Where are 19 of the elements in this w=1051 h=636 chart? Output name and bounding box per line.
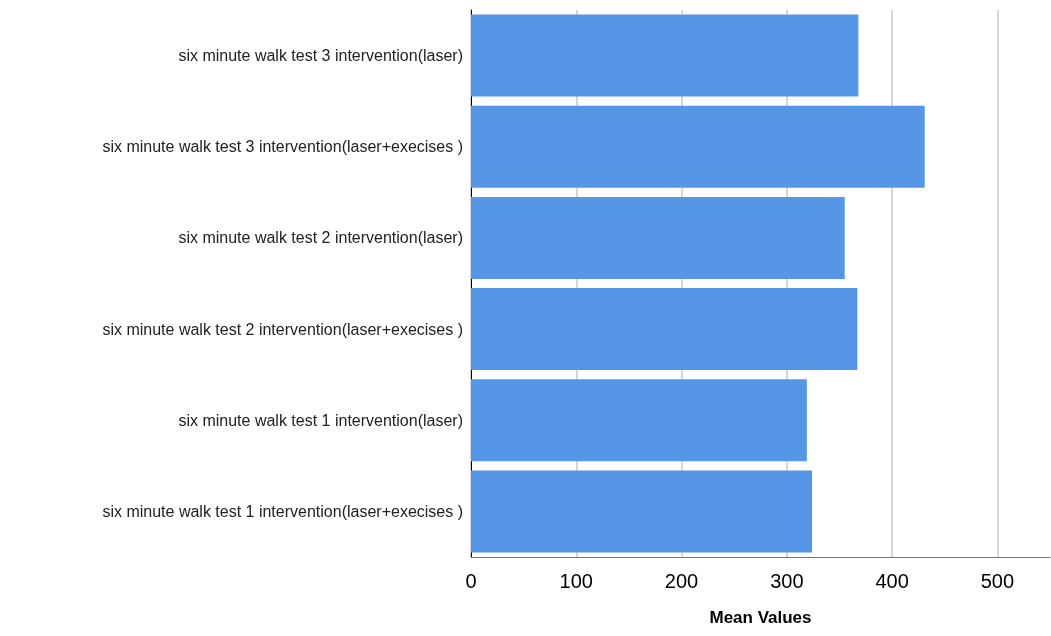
bar <box>471 470 813 553</box>
x-tick-label: 100 <box>559 570 593 592</box>
x-tick-label: 200 <box>664 570 699 592</box>
bar <box>471 14 859 97</box>
y-tick-label: six minute walk test 1 intervention(laser) <box>178 411 463 429</box>
x-axis-title: Mean Values <box>709 608 812 627</box>
y-tick-label: six minute walk test 3 intervention(laser+execises ) <box>102 138 463 156</box>
x-tick-label: 0 <box>465 570 477 592</box>
bar <box>471 105 925 188</box>
y-tick-label: six minute walk test 3 intervention(laser) <box>178 47 463 65</box>
x-tick-label: 500 <box>980 570 1015 592</box>
bar <box>471 196 845 279</box>
bar <box>471 379 807 462</box>
x-tick-label: 400 <box>875 570 909 592</box>
y-tick-label: six minute walk test 2 intervention(laser) <box>178 229 463 247</box>
y-tick-label: six minute walk test 2 intervention(laser+execises ) <box>102 320 463 338</box>
bar <box>471 288 858 371</box>
y-tick-label: six minute walk test 1 intervention(laser+execises ) <box>102 502 463 520</box>
x-tick-label: 300 <box>770 570 804 592</box>
